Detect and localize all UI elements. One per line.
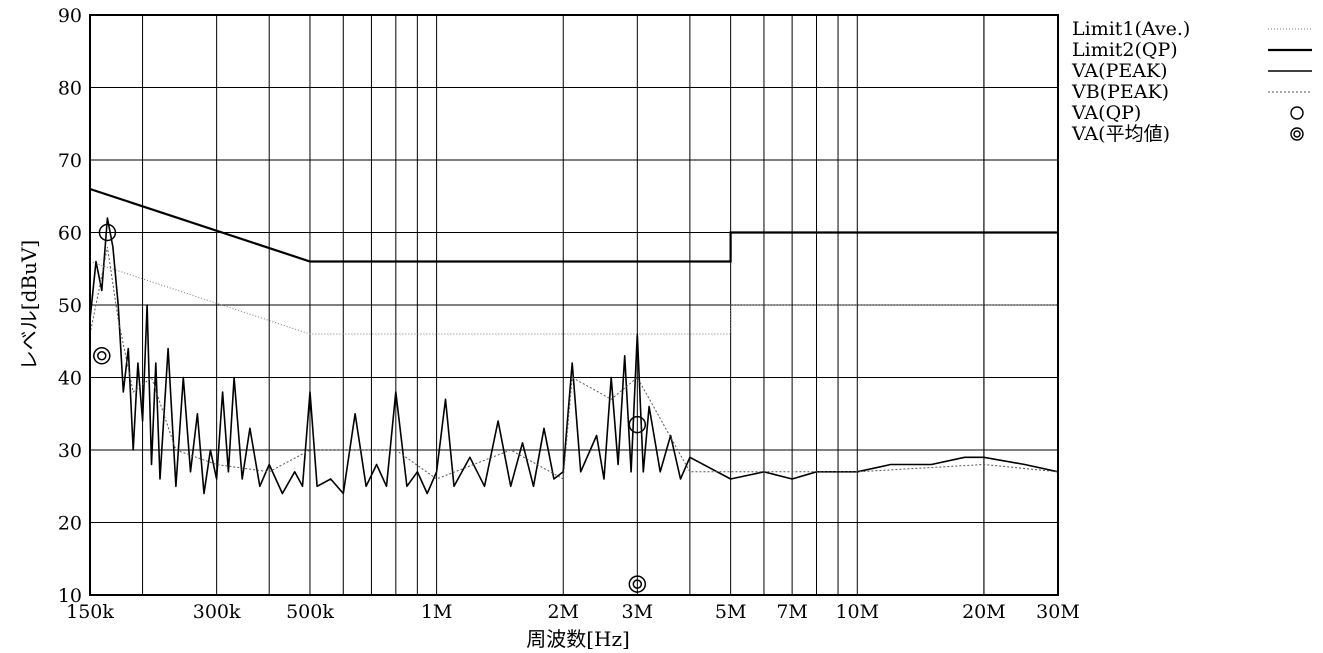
series-layer <box>89 187 1059 593</box>
x-tick-label: 300k <box>193 601 241 623</box>
x-axis-ticks: 150k 300k 500k 1M 2M 3M 5M 7M 10M 20M 30M <box>66 601 1080 623</box>
x-axis-title: 周波数[Hz] <box>526 627 630 651</box>
y-axis-ticks: 10 20 30 40 50 60 70 80 90 <box>58 5 82 607</box>
y-axis-title: レベル[dBuV] <box>17 240 41 370</box>
legend-label-limit1-ave: Limit1(Ave.) <box>1072 18 1190 40</box>
series-line-limit1-ave <box>89 261 1058 335</box>
x-tick-label: 30M <box>1036 601 1080 623</box>
x-tick-label: 20M <box>962 601 1006 623</box>
plot-border <box>89 14 1059 596</box>
legend: Limit1(Ave.)Limit2(QP)VA(PEAK)VB(PEAK)VA… <box>1071 18 1312 145</box>
y-tick-label: 30 <box>58 440 82 462</box>
legend-label-va: VA(平均値) <box>1071 123 1170 145</box>
legend-label-va-qp: VA(QP) <box>1071 102 1141 124</box>
y-tick-label: 20 <box>58 513 82 535</box>
series-line-va-peak <box>89 217 1059 495</box>
x-tick-label: 3M <box>622 601 654 623</box>
y-tick-label: 60 <box>58 223 82 245</box>
legend-label-limit2-qp: Limit2(QP) <box>1072 39 1178 61</box>
x-tick-label: 2M <box>547 601 579 623</box>
grid <box>89 14 1059 596</box>
legend-label-va-peak: VA(PEAK) <box>1071 60 1168 82</box>
x-tick-label: 150k <box>66 601 114 623</box>
x-tick-label: 5M <box>715 601 747 623</box>
y-tick-label: 40 <box>58 368 82 390</box>
marker-va <box>628 575 647 593</box>
marker-va-qp <box>628 415 647 434</box>
marker-outer <box>93 347 111 365</box>
y-tick-label: 50 <box>58 295 82 317</box>
y-tick-label: 10 <box>58 585 82 607</box>
x-tick-label: 1M <box>421 601 453 623</box>
legend-symbol-inner <box>1293 130 1301 138</box>
plot-frame <box>89 14 1059 596</box>
marker-va <box>93 347 111 365</box>
x-tick-label: 500k <box>286 601 334 623</box>
marker-outer <box>628 415 647 434</box>
legend-label-vb-peak: VB(PEAK) <box>1071 81 1169 103</box>
marker-inner <box>632 579 643 589</box>
legend-symbol <box>1290 127 1304 141</box>
marker-outer <box>628 575 647 593</box>
series-line-vb-peak <box>89 246 1059 480</box>
x-tick-label: 7M <box>776 601 808 623</box>
y-tick-label: 70 <box>58 150 82 172</box>
series-line-limit2-qp <box>89 187 1058 263</box>
y-tick-label: 80 <box>58 78 82 100</box>
x-tick-label: 10M <box>835 601 879 623</box>
marker-inner <box>97 351 107 361</box>
legend-symbol <box>1290 106 1304 120</box>
marker-outer <box>98 223 117 242</box>
marker-va-qp <box>98 223 117 242</box>
y-tick-label: 90 <box>58 5 82 27</box>
